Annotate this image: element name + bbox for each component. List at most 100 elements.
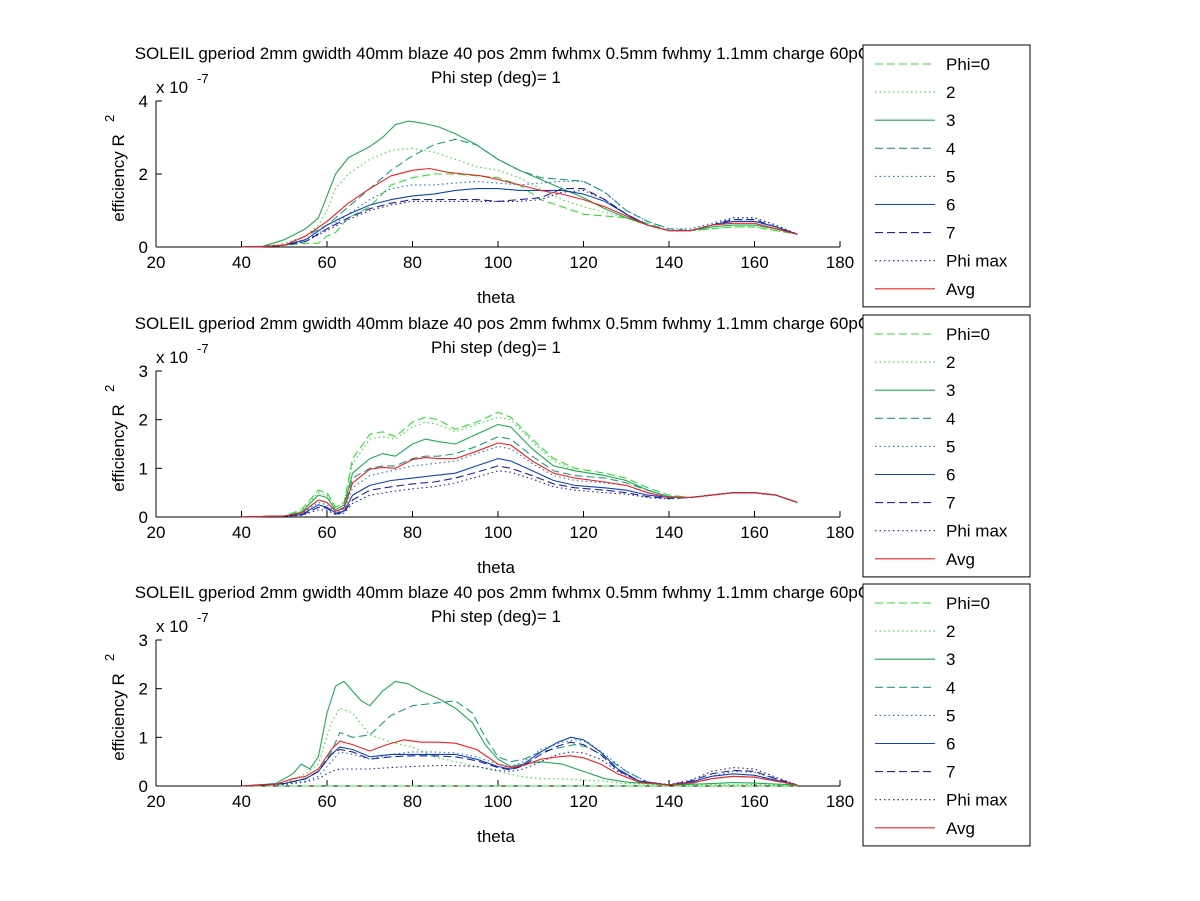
x-tick-label: 40 <box>232 253 251 272</box>
series-lines <box>241 680 798 787</box>
chart-title: SOLEIL gperiod 2mm gwidth 40mm blaze 40 … <box>135 583 954 602</box>
legend: Phi=0 2 3 4 5 6 7 Phi max Avg <box>862 44 1031 308</box>
legend-label: 6 <box>946 466 955 485</box>
x-tick-label: 100 <box>484 792 512 811</box>
legend-label: 6 <box>946 196 955 215</box>
y-tick-label: 0 <box>139 238 148 257</box>
legend-label: Phi max <box>946 791 1008 810</box>
x-tick-label: 20 <box>147 253 166 272</box>
legend-label: Phi=0 <box>946 55 990 74</box>
y-axis-label-group: efficiency R 2 <box>102 385 128 492</box>
series-line-3 <box>241 680 798 787</box>
x-tick-label: 160 <box>740 253 768 272</box>
y-exponent-label: x 10 <box>156 348 188 367</box>
legend-label: Avg <box>946 819 975 838</box>
y-axis-label-sup: 2 <box>102 115 117 122</box>
y-axis-label: efficiency R <box>109 404 128 492</box>
x-axis-label: theta <box>477 827 515 846</box>
y-axis-label: efficiency R <box>109 673 128 761</box>
x-tick-label: 100 <box>484 253 512 272</box>
y-axis-label-sup: 2 <box>102 385 117 392</box>
chart-title: SOLEIL gperiod 2mm gwidth 40mm blaze 40 … <box>135 44 954 63</box>
legend-label: 5 <box>946 167 955 186</box>
y-exponent-label: x 10 <box>156 617 188 636</box>
y-tick-label: 2 <box>139 680 148 699</box>
chart-subtitle: Phi step (deg)= 1 <box>431 607 561 626</box>
legend-label: 4 <box>946 678 955 697</box>
legend-label: 7 <box>946 224 955 243</box>
legend-label: 7 <box>946 494 955 513</box>
series-line-7 <box>241 741 798 787</box>
legend-label: 5 <box>946 437 955 456</box>
series-line-9 <box>241 739 798 787</box>
legend-label: 6 <box>946 735 955 754</box>
y-tick-label: 2 <box>139 411 148 430</box>
subplot-1: 20 40 60 80 100 120 140 160 180 0 2 4 x 10 -7 SOLEIL g… <box>102 44 1031 308</box>
y-axis-label-sup: 2 <box>102 654 117 661</box>
legend-label: 7 <box>946 763 955 782</box>
legend-label: 4 <box>946 409 955 428</box>
series-line-9 <box>241 167 798 248</box>
legend-label: 3 <box>946 381 955 400</box>
x-axis-label: theta <box>477 558 515 577</box>
x-tick-label: 60 <box>318 253 337 272</box>
legend-label: Phi=0 <box>946 594 990 613</box>
subplot-2: 20 40 60 80 100 120 140 160 180 0 1 2 3 x 10 -7 SOLEIL … <box>102 314 1031 578</box>
x-tick-label: 140 <box>655 792 683 811</box>
chart-title: SOLEIL gperiod 2mm gwidth 40mm blaze 40 … <box>135 314 954 333</box>
y-exponent-power: -7 <box>197 610 209 625</box>
legend-box <box>862 44 1031 308</box>
y-tick-label: 4 <box>139 92 148 111</box>
y-axis-label-group: efficiency R 2 <box>102 115 128 222</box>
legend-label: 5 <box>946 706 955 725</box>
x-tick-label: 80 <box>403 792 422 811</box>
series-line-9 <box>241 442 798 518</box>
y-exponent-label: x 10 <box>156 78 188 97</box>
legend-label: 3 <box>946 650 955 669</box>
y-tick-label: 3 <box>139 362 148 381</box>
x-tick-label: 180 <box>826 792 854 811</box>
series-lines <box>241 411 798 518</box>
x-tick-label: 120 <box>569 523 597 542</box>
x-tick-label: 120 <box>569 792 597 811</box>
y-axis-label-group: efficiency R 2 <box>102 654 128 761</box>
x-tick-label: 140 <box>655 523 683 542</box>
y-tick-label: 1 <box>139 459 148 478</box>
subplot-3: 20 40 60 80 100 120 140 160 180 0 1 2 3 x 10 -7 SOLEIL … <box>102 583 1031 847</box>
y-exponent-power: -7 <box>197 71 209 86</box>
legend-label: Phi max <box>946 252 1008 271</box>
legend-label: Avg <box>946 550 975 569</box>
x-tick-label: 140 <box>655 253 683 272</box>
legend-label: 2 <box>946 353 955 372</box>
x-axis-label: theta <box>477 288 515 307</box>
chart-subtitle: Phi step (deg)= 1 <box>431 338 561 357</box>
legend-label: Phi max <box>946 522 1008 541</box>
x-tick-label: 120 <box>569 253 597 272</box>
y-tick-label: 3 <box>139 631 148 650</box>
y-axis-label: efficiency R <box>109 134 128 222</box>
x-tick-label: 180 <box>826 523 854 542</box>
x-tick-label: 40 <box>232 523 251 542</box>
legend-label: Avg <box>946 280 975 299</box>
x-tick-label: 40 <box>232 792 251 811</box>
x-tick-label: 100 <box>484 523 512 542</box>
x-tick-label: 180 <box>826 253 854 272</box>
legend-label: 2 <box>946 83 955 102</box>
x-tick-label: 20 <box>147 523 166 542</box>
x-tick-label: 160 <box>740 523 768 542</box>
y-tick-label: 0 <box>139 777 148 796</box>
legend-label: 3 <box>946 111 955 130</box>
y-tick-label: 0 <box>139 508 148 527</box>
y-tick-label: 2 <box>139 165 148 184</box>
legend: Phi=0 2 3 4 5 6 7 Phi max Avg <box>862 314 1031 578</box>
x-tick-label: 160 <box>740 792 768 811</box>
legend-label: 4 <box>946 139 955 158</box>
x-tick-label: 80 <box>403 253 422 272</box>
series-line-8 <box>241 751 798 787</box>
legend-label: 2 <box>946 622 955 641</box>
legend-label: Phi=0 <box>946 325 990 344</box>
chart-subtitle: Phi step (deg)= 1 <box>431 68 561 87</box>
legend-box <box>862 314 1031 578</box>
x-tick-label: 60 <box>318 792 337 811</box>
